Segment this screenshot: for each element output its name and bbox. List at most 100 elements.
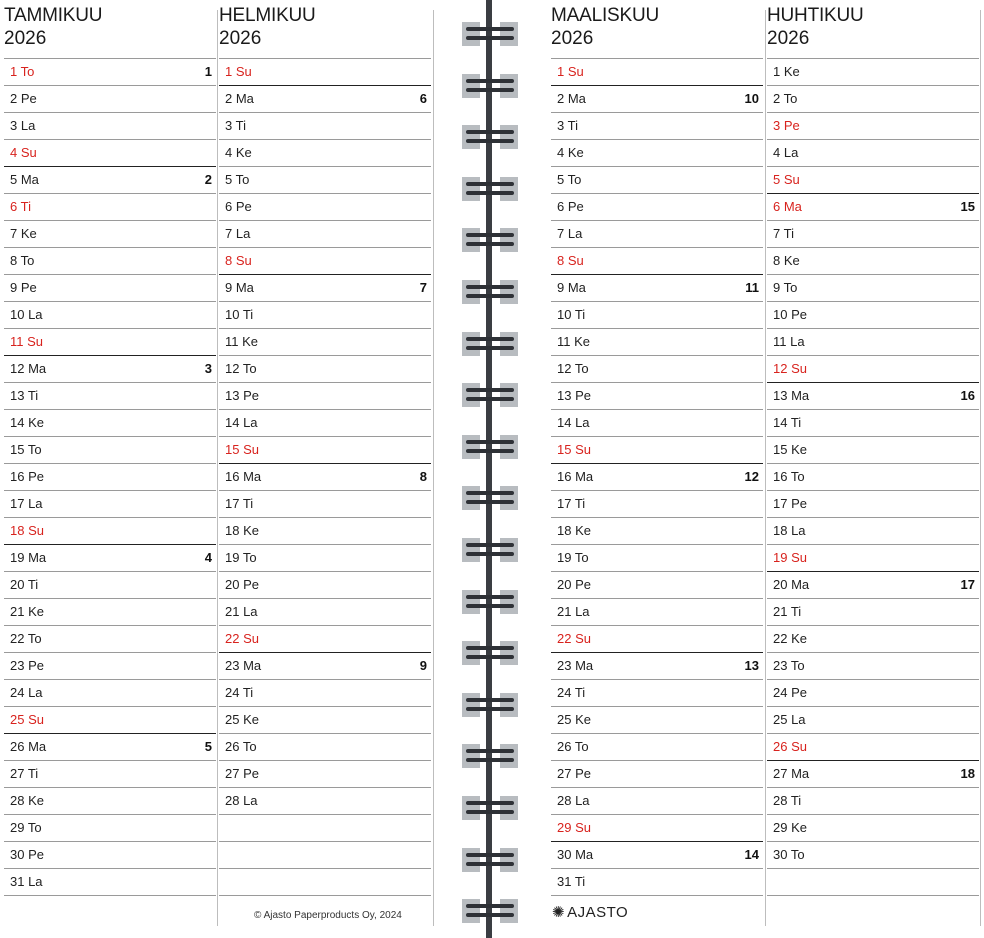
day-row: 5 To: [219, 166, 431, 193]
month-name: MAALISKUU: [551, 5, 660, 26]
ring-part: [466, 448, 514, 453]
day-label: 1 Ke: [773, 64, 800, 79]
day-label: 8 Ke: [773, 253, 800, 268]
ring-part: [466, 706, 514, 711]
ring-part: [466, 810, 514, 814]
day-label: 19 Ma: [10, 550, 47, 565]
left-page: [0, 0, 484, 938]
day-row: 18 La: [767, 517, 979, 544]
day-row: 8 To: [4, 247, 216, 274]
day-label: 8 Su: [557, 253, 584, 268]
right-page: [494, 0, 984, 938]
day-label: 18 Su: [10, 523, 44, 538]
binding-ring: [462, 744, 518, 769]
day-row: 22 Su: [219, 625, 431, 652]
day-label: 28 La: [557, 793, 590, 808]
day-row: 30 Ma 14: [551, 841, 763, 868]
week-number: 1: [204, 64, 212, 79]
day-row: 12 To: [551, 355, 763, 382]
ring-part: [462, 486, 480, 511]
day-row: 14 Ke: [4, 409, 216, 436]
day-row: 9 Ma 11: [551, 274, 763, 301]
month-header: MAALISKUU 2026: [551, 4, 763, 50]
day-row: 4 Ke: [219, 139, 431, 166]
day-row: 21 La: [551, 598, 763, 625]
day-label: 16 Pe: [10, 469, 44, 484]
day-label: 4 La: [773, 145, 799, 160]
bottom-rule: [219, 895, 431, 897]
ring-part: [466, 87, 514, 92]
day-row: 19 Su: [767, 544, 979, 571]
day-row: 25 Ke: [219, 706, 431, 733]
day-row: 11 La: [767, 328, 979, 355]
day-label: 25 Su: [10, 712, 44, 727]
day-row: 27 Pe: [551, 760, 763, 787]
day-label: 13 Pe: [225, 388, 259, 403]
week-number: 7: [419, 280, 427, 295]
day-list: 1 To 1 2 Pe 3 La 4 Su 5 Ma 2 6 Ti 7 Ke 8 To 9 Pe 10…: [4, 58, 216, 897]
day-row: 16 Ma 12: [551, 463, 763, 490]
day-row: 17 Ti: [219, 490, 431, 517]
ring-part: [462, 589, 480, 614]
binding-ring: [462, 486, 518, 511]
day-label: 6 Ma: [773, 199, 802, 214]
week-number: 8: [419, 469, 427, 484]
ring-part: [466, 500, 514, 505]
column-divider: [433, 10, 434, 926]
day-label: 6 Pe: [225, 199, 252, 214]
day-label: 7 La: [225, 226, 251, 241]
ring-part: [466, 758, 514, 763]
day-row: 17 La: [4, 490, 216, 517]
day-row: 16 Pe: [4, 463, 216, 490]
month-header: HELMIKUU 2026: [219, 4, 431, 50]
day-row: 20 Ti: [4, 571, 216, 598]
day-label: 27 Ma: [773, 766, 810, 781]
day-label: 16 Ma: [557, 469, 594, 484]
week-number: 13: [744, 658, 759, 673]
day-label: 25 La: [773, 712, 806, 727]
ring-part: [466, 397, 514, 402]
day-row: 24 Pe: [767, 679, 979, 706]
ring-part: [466, 294, 514, 298]
day-label: 7 La: [557, 226, 583, 241]
day-label: 23 Pe: [10, 658, 44, 673]
day-label: 1 Su: [225, 64, 252, 79]
day-row: 2 Ma 6: [219, 85, 431, 112]
day-label: 30 Ma: [557, 847, 594, 862]
day-row: 28 Ke: [4, 787, 216, 814]
ring-part: [466, 749, 514, 754]
day-row: 7 La: [551, 220, 763, 247]
ring-part: [500, 589, 518, 614]
ring-part: [466, 491, 514, 496]
day-row: 4 Su: [4, 139, 216, 166]
binding-ring: [462, 383, 518, 408]
ring-part: [466, 345, 514, 350]
day-row: 2 Pe: [4, 85, 216, 112]
day-row: 22 To: [4, 625, 216, 652]
month-name: HUHTIKUU: [767, 5, 864, 26]
week-number: 4: [204, 550, 212, 565]
day-row: 13 Pe: [551, 382, 763, 409]
ring-part: [462, 692, 480, 717]
day-label: 16 To: [773, 469, 805, 484]
day-label: 14 Ke: [10, 415, 44, 430]
day-row: 23 Ma 13: [551, 652, 763, 679]
day-row: 31 La: [4, 868, 216, 895]
day-list: 1 Su 2 Ma 6 3 Ti 4 Ke 5 To 6 Pe 7 La 8 Su 9 Ma 7 10…: [219, 58, 431, 897]
week-number: 16: [960, 388, 975, 403]
day-row: 26 To: [551, 733, 763, 760]
day-label: 12 To: [225, 361, 257, 376]
binding-ring: [462, 899, 518, 924]
day-row: 23 Ma 9: [219, 652, 431, 679]
day-row: 1 Su: [219, 58, 431, 85]
brand-name: AJASTO: [567, 904, 629, 921]
day-label: 23 Ma: [557, 658, 594, 673]
ring-part: [466, 36, 514, 40]
brand-logo: ✺ AJASTO: [552, 903, 628, 921]
day-label: 5 To: [557, 172, 582, 187]
day-row: 13 Ti: [4, 382, 216, 409]
ring-part: [466, 242, 514, 247]
day-row: 25 Ke: [551, 706, 763, 733]
day-row: 8 Ke: [767, 247, 979, 274]
day-label: 9 Ma: [225, 280, 254, 295]
